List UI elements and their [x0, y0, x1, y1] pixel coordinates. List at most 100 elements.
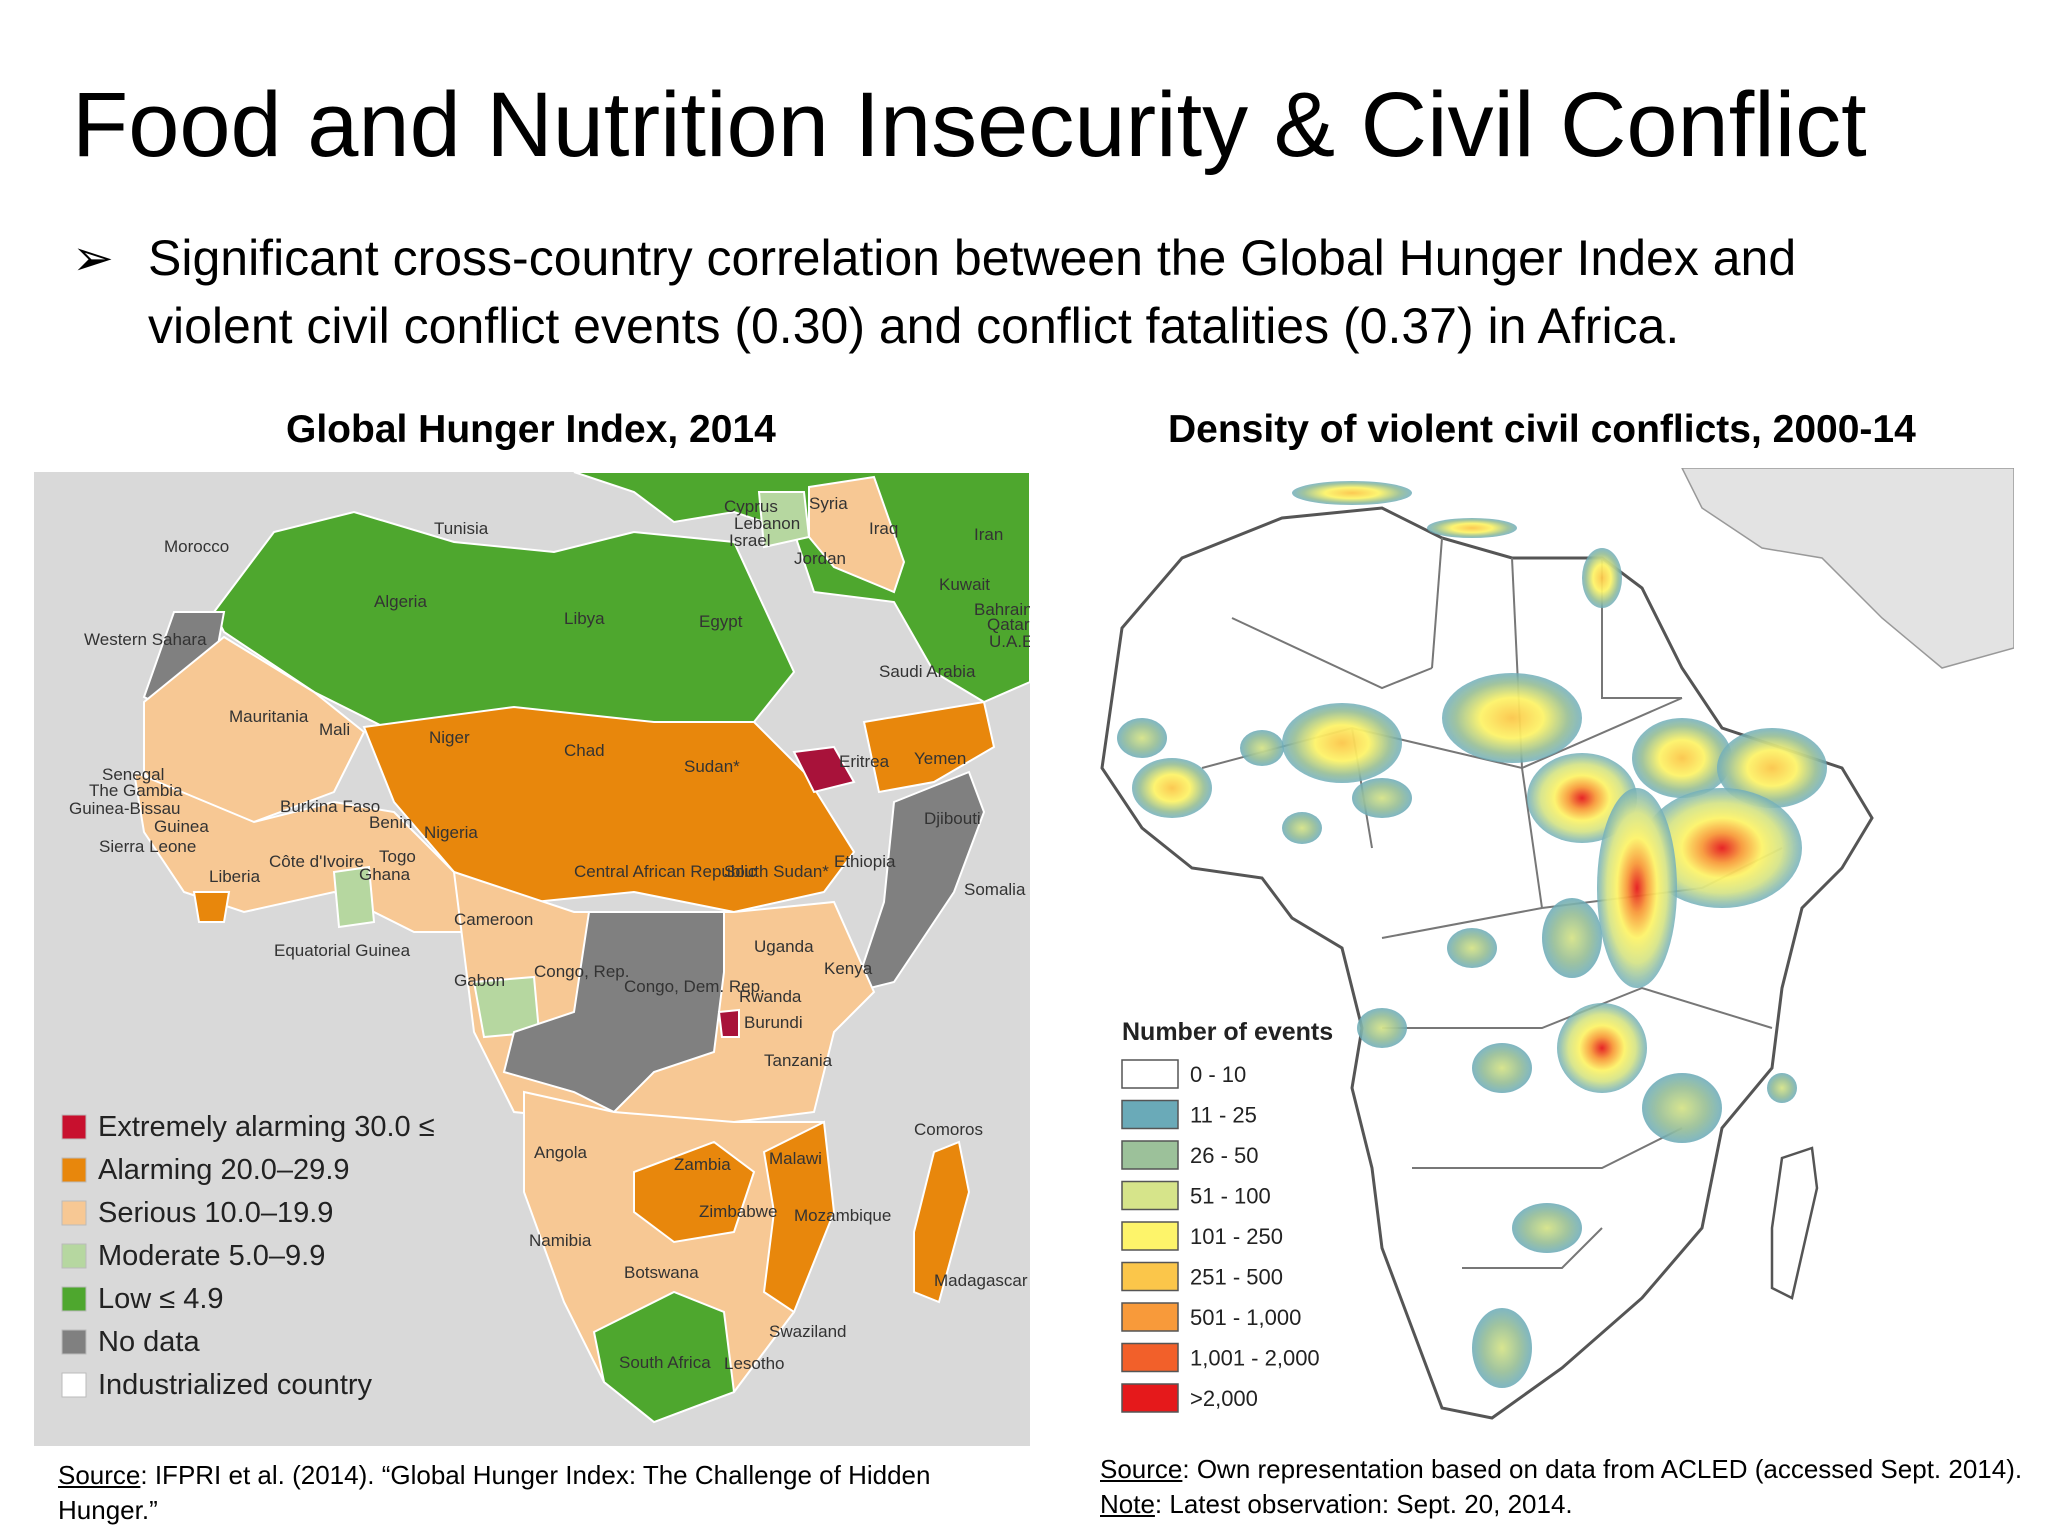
left-source-line2: Hunger.” [58, 1495, 158, 1525]
country-label: Liberia [209, 867, 261, 886]
conflict-legend-label: 1,001 - 2,000 [1190, 1346, 1320, 1371]
country-label: Nigeria [424, 823, 478, 842]
conflict-heat-spots [1117, 481, 1827, 1388]
country-label: Niger [429, 728, 470, 747]
country-label: Benin [369, 813, 412, 832]
conflict-legend-label: 11 - 25 [1190, 1103, 1257, 1128]
country-label: Libya [564, 609, 605, 628]
country-label: South Africa [619, 1353, 711, 1372]
country-label: Gabon [454, 971, 505, 990]
legend-label: Extremely alarming 30.0 ≤ [98, 1111, 435, 1143]
right-note-prefix: Note [1100, 1489, 1155, 1519]
country-label: Egypt [699, 612, 743, 631]
conflict-density-map-svg: Number of events 0 - 10 11 - 25 26 - 50 51 -… [1100, 468, 2014, 1420]
conflict-legend-title: Number of events [1122, 1018, 1333, 1046]
hunger-legend: Extremely alarming 30.0 ≤ Alarming 20.0–2… [61, 1111, 435, 1401]
country-label: Congo, Dem. Rep. [624, 977, 765, 996]
country-label: Burkina Faso [280, 797, 380, 816]
hunger-index-map-svg: Extremely alarming 30.0 ≤ Alarming 20.0–2… [61, 472, 1030, 1424]
country-label: Togo [379, 847, 416, 866]
legend-swatch [61, 1372, 87, 1398]
country-label: Guinea-Bissau [69, 799, 181, 818]
hunger-index-map: Extremely alarming 30.0 ≤ Alarming 20.0–2… [34, 472, 1030, 1446]
eritrea [792, 745, 856, 794]
yemen-region [862, 700, 996, 794]
legend-label: Low ≤ 4.9 [98, 1283, 224, 1315]
mideast-land [573, 472, 1030, 704]
country-label: Saudi Arabia [879, 662, 976, 681]
country-label: Mali [319, 720, 350, 739]
country-label: Senegal [102, 765, 164, 784]
country-label: Burundi [744, 1013, 803, 1032]
country-label: Angola [534, 1143, 587, 1162]
right-source-text: : Own representation based on data from … [1182, 1454, 2023, 1484]
right-note-text: : Latest observation: Sept. 20, 2014. [1154, 1489, 1573, 1519]
legend-label: Serious 10.0–19.9 [98, 1197, 333, 1229]
country-label: Uganda [754, 937, 814, 956]
country-label: Zambia [674, 1155, 731, 1174]
arrow-bullet-icon: ➢ [72, 230, 114, 286]
country-label: Bahrain [974, 600, 1030, 619]
country-label: Mauritania [229, 707, 309, 726]
zambia-region [633, 1140, 756, 1244]
slide-title: Food and Nutrition Insecurity & Civil Co… [72, 74, 1867, 176]
country-label: Comoros [914, 1120, 983, 1139]
legend-label: Industrialized country [98, 1369, 373, 1401]
conflict-legend-label: 101 - 250 [1190, 1224, 1283, 1249]
conflict-legend-swatch [1121, 1342, 1179, 1373]
legend-swatch [61, 1200, 87, 1226]
country-label: Sudan* [684, 757, 740, 776]
conflict-legend-swatch [1121, 1059, 1179, 1089]
legend-swatch [61, 1286, 87, 1312]
country-label: Mozambique [794, 1206, 891, 1225]
country-label: Ethiopia [834, 852, 896, 871]
bullet-point: ➢ Significant cross-country correlation … [72, 224, 1972, 360]
right-source: Source: Own representation based on data… [1100, 1452, 2040, 1522]
north-africa [212, 510, 796, 734]
left-source-line1: : IFPRI et al. (2014). “Global Hunger In… [140, 1460, 931, 1490]
country-label: Côte d'Ivoire [269, 852, 364, 871]
conflict-legend-label: 0 - 10 [1190, 1062, 1246, 1087]
legend-label: No data [98, 1326, 200, 1358]
madagascar-outline [1770, 1146, 1819, 1300]
bullet-line-2: violent civil conflict events (0.30) and… [148, 298, 1680, 354]
country-label: Guinea [154, 817, 209, 836]
country-label: Tanzania [764, 1051, 833, 1070]
conflict-legend-label: >2,000 [1190, 1386, 1258, 1411]
madagascar [913, 1140, 971, 1304]
left-source-prefix: Source [58, 1460, 141, 1490]
country-label: Ghana [359, 865, 411, 884]
country-label: Qatar [987, 615, 1030, 634]
country-label: Kenya [824, 959, 873, 978]
country-label: Djibouti [924, 809, 981, 828]
legend-swatch [61, 1114, 87, 1140]
burundi [717, 1008, 740, 1038]
country-label: Algeria [374, 592, 427, 611]
iraq-region [808, 475, 906, 594]
conflict-legend-label: 501 - 1,000 [1190, 1305, 1301, 1330]
country-label: The Gambia [89, 781, 183, 800]
legend-swatch [61, 1157, 87, 1183]
conflict-legend-label: 26 - 50 [1190, 1143, 1259, 1168]
country-label: Cyprus [724, 497, 778, 516]
country-label: South Sudan* [724, 862, 829, 881]
country-label: Syria [809, 494, 848, 513]
legend-label: Moderate 5.0–9.9 [98, 1240, 325, 1272]
eurasia-land [1681, 468, 2014, 669]
country-label: Madagascar [934, 1271, 1028, 1290]
south-africa [592, 1290, 736, 1424]
country-label: Chad [564, 741, 605, 760]
legend-swatch [61, 1243, 87, 1269]
mozambique-region [762, 1120, 836, 1314]
country-label: Malawi [769, 1149, 822, 1168]
country-label: Sierra Leone [99, 837, 196, 856]
country-label: Yemen [914, 749, 966, 768]
country-label: Tunisia [434, 519, 489, 538]
conflict-legend-swatch [1121, 1099, 1179, 1130]
country-label: Kuwait [939, 575, 990, 594]
legend-swatch [61, 1329, 87, 1355]
conflict-legend-swatch [1121, 1140, 1179, 1170]
right-source-prefix: Source [1100, 1454, 1183, 1484]
ghana [332, 865, 376, 929]
